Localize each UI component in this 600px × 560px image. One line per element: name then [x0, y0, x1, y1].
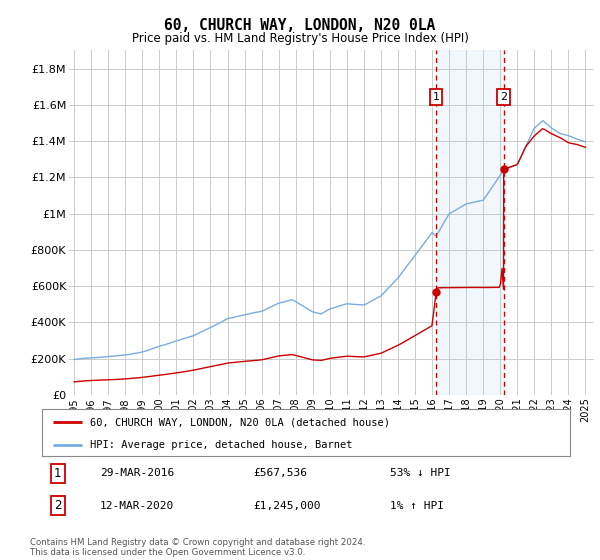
Text: 60, CHURCH WAY, LONDON, N20 0LA (detached house): 60, CHURCH WAY, LONDON, N20 0LA (detache…	[89, 417, 389, 427]
Text: 29-MAR-2016: 29-MAR-2016	[100, 468, 175, 478]
Text: £1,245,000: £1,245,000	[253, 501, 321, 511]
Text: 1: 1	[433, 92, 440, 102]
Text: 2: 2	[500, 92, 507, 102]
Text: Contains HM Land Registry data © Crown copyright and database right 2024.
This d: Contains HM Land Registry data © Crown c…	[30, 538, 365, 557]
Bar	[436, 50, 503, 395]
Text: Price paid vs. HM Land Registry's House Price Index (HPI): Price paid vs. HM Land Registry's House …	[131, 32, 469, 45]
Text: HPI: Average price, detached house, Barnet: HPI: Average price, detached house, Barn…	[89, 440, 352, 450]
Text: 1% ↑ HPI: 1% ↑ HPI	[391, 501, 445, 511]
Text: 60, CHURCH WAY, LONDON, N20 0LA: 60, CHURCH WAY, LONDON, N20 0LA	[164, 18, 436, 33]
Text: £567,536: £567,536	[253, 468, 307, 478]
Text: 53% ↓ HPI: 53% ↓ HPI	[391, 468, 451, 478]
Text: 1: 1	[54, 467, 62, 480]
Text: 2: 2	[54, 499, 62, 512]
Text: 12-MAR-2020: 12-MAR-2020	[100, 501, 175, 511]
